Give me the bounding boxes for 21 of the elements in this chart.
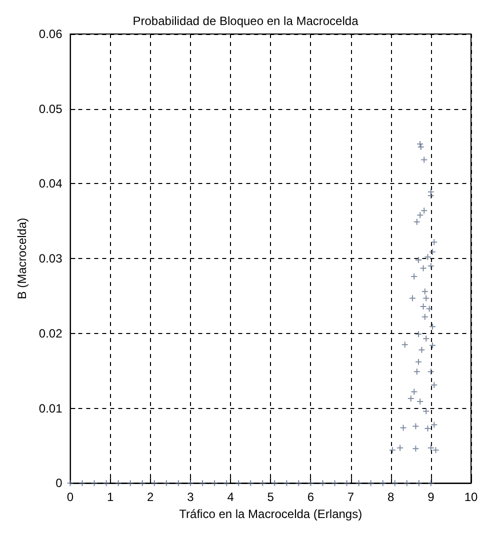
x-tick-label: 3 <box>187 490 194 504</box>
x-tick-label: 6 <box>307 490 314 504</box>
x-axis-title: Tráfico en la Macrocelda (Erlangs) <box>179 507 362 521</box>
y-tick-label: 0.02 <box>38 326 63 340</box>
x-tick-label: 4 <box>227 490 234 504</box>
x-tick-label: 2 <box>147 490 154 504</box>
x-tick-label: 7 <box>347 490 354 504</box>
x-tick-label: 0 <box>66 490 74 504</box>
y-tick-label: 0.04 <box>38 176 63 191</box>
x-tick-label: 5 <box>267 490 274 504</box>
chart-title: Probabilidad de Bloqueo en la Macrocelda <box>132 14 359 28</box>
x-tick-label: 8 <box>388 490 395 504</box>
x-tick-label: 9 <box>428 490 435 504</box>
y-tick-label: 0.01 <box>38 401 63 416</box>
y-tick-label: 0 <box>56 476 63 490</box>
x-tick-label: 10 <box>464 490 478 504</box>
y-tick-label: 0.03 <box>38 252 63 266</box>
y-axis-title: B (Macrocelda) <box>15 218 29 300</box>
x-tick-label: 1 <box>106 490 114 504</box>
y-tick-label: 0.05 <box>38 102 63 116</box>
y-tick-label: 0.06 <box>38 27 63 41</box>
